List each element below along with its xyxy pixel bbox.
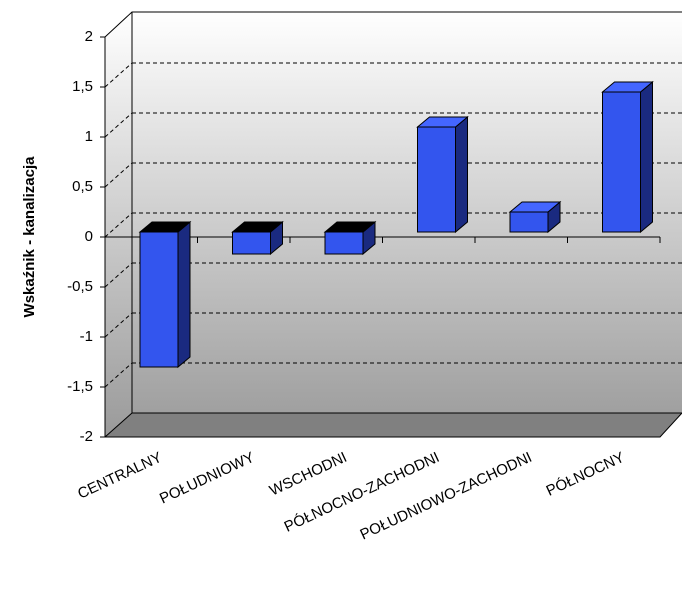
- bar-side: [177, 220, 191, 369]
- bar: [416, 115, 469, 234]
- bar: [231, 220, 284, 256]
- bar-front: [232, 231, 271, 255]
- side-grid-line: [104, 162, 133, 188]
- bar-front: [139, 231, 179, 368]
- floor: [103, 412, 682, 438]
- y-tick-label: 2: [85, 28, 93, 45]
- side-grid-line: [104, 362, 133, 388]
- x-tick-label: CENTRALNY: [75, 449, 165, 503]
- y-tick-label: -0,5: [67, 278, 93, 295]
- x-tick-label: PÓŁNOCNY: [544, 449, 627, 500]
- bar-front: [417, 126, 456, 233]
- bar: [323, 220, 377, 256]
- side-grid-line: [104, 262, 133, 288]
- y-axis-title: Wskaźnik - kanalizacja: [21, 156, 38, 318]
- side-grid-line: [104, 212, 133, 238]
- x-tick-label: WSCHODNI: [267, 449, 350, 500]
- bar: [508, 200, 562, 234]
- side-grid-line: [104, 112, 133, 138]
- y-tick-label: 1,5: [72, 78, 93, 95]
- y-tick-label: -1,5: [67, 378, 93, 395]
- bar-side: [455, 115, 468, 234]
- bar-front: [324, 231, 364, 255]
- bar: [138, 220, 192, 369]
- side-grid-line: [104, 312, 133, 338]
- y-tick-label: 0,5: [72, 178, 93, 195]
- x-tick-label: POŁUDNIOWO-ZACHODNI: [358, 449, 535, 544]
- bar-front: [602, 91, 641, 233]
- y-tick-label: -2: [80, 428, 93, 445]
- y-tick-label: 0: [85, 228, 93, 245]
- bar: [601, 80, 654, 234]
- x-tick-label: POŁUDNIOWY: [157, 449, 257, 508]
- bar-front: [509, 211, 549, 233]
- y-tick-label: 1: [85, 128, 93, 145]
- x-tick-label: PÓŁNOCNO-ZACHODNI: [282, 449, 443, 536]
- y-tick-label: -1: [80, 328, 93, 345]
- side-grid-line: [104, 62, 133, 88]
- bar-side: [640, 80, 653, 234]
- back-wall: [105, 12, 682, 437]
